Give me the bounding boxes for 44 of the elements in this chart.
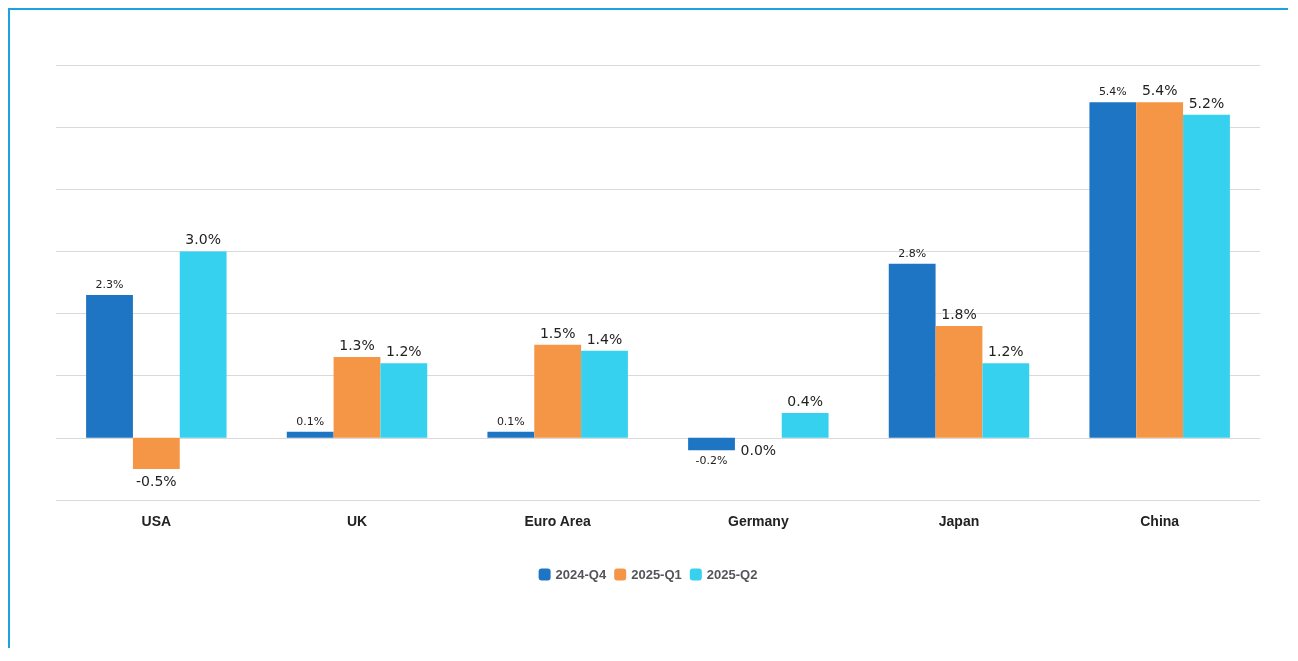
data-label: 2.8% bbox=[898, 246, 927, 260]
data-label: 0.1% bbox=[296, 414, 325, 428]
bar bbox=[132, 437, 180, 469]
x-tick-label: UK bbox=[346, 513, 368, 529]
bar bbox=[86, 294, 133, 438]
data-label: 1.5% bbox=[539, 324, 576, 341]
bar bbox=[888, 263, 936, 438]
x-tick-label: Euro Area bbox=[524, 513, 592, 529]
bar bbox=[982, 363, 1030, 438]
data-label: 1.2% bbox=[386, 343, 422, 360]
data-label: 0.0% bbox=[740, 441, 777, 458]
data-label: -0.2% bbox=[695, 454, 728, 468]
bar bbox=[1136, 102, 1184, 438]
bar bbox=[333, 357, 381, 438]
data-label: 5.4% bbox=[1141, 82, 1178, 99]
data-label: 5.4% bbox=[1098, 85, 1127, 99]
data-label: 1.3% bbox=[339, 337, 375, 354]
data-label: 0.4% bbox=[787, 393, 823, 409]
bar bbox=[286, 431, 334, 438]
bar bbox=[781, 413, 829, 438]
data-label: 2.3% bbox=[95, 277, 124, 291]
data-label: -0.5% bbox=[136, 472, 177, 489]
bar bbox=[1183, 114, 1230, 438]
bar bbox=[534, 344, 582, 438]
x-tick-label: China bbox=[1140, 513, 1180, 529]
bar bbox=[1089, 102, 1137, 438]
x-tick-label: Germany bbox=[727, 513, 789, 529]
bar bbox=[688, 437, 735, 451]
data-label: 0.1% bbox=[496, 414, 525, 428]
bar bbox=[935, 326, 983, 438]
legend-label: 2025-Q2 bbox=[706, 567, 758, 582]
data-label: 1.2% bbox=[988, 343, 1024, 360]
data-label: 3.0% bbox=[185, 231, 221, 248]
data-label: 1.4% bbox=[586, 330, 623, 347]
bar bbox=[581, 350, 628, 438]
legend-label: 2025-Q1 bbox=[631, 567, 682, 582]
x-tick-label: Japan bbox=[938, 513, 980, 529]
legend-label: 2024-Q4 bbox=[555, 567, 607, 582]
data-label: 5.2% bbox=[1188, 94, 1225, 111]
bar bbox=[487, 431, 535, 438]
bar bbox=[179, 251, 227, 438]
x-tick-label: USA bbox=[141, 513, 172, 529]
data-label: 1.8% bbox=[941, 306, 977, 322]
bar bbox=[380, 363, 428, 438]
